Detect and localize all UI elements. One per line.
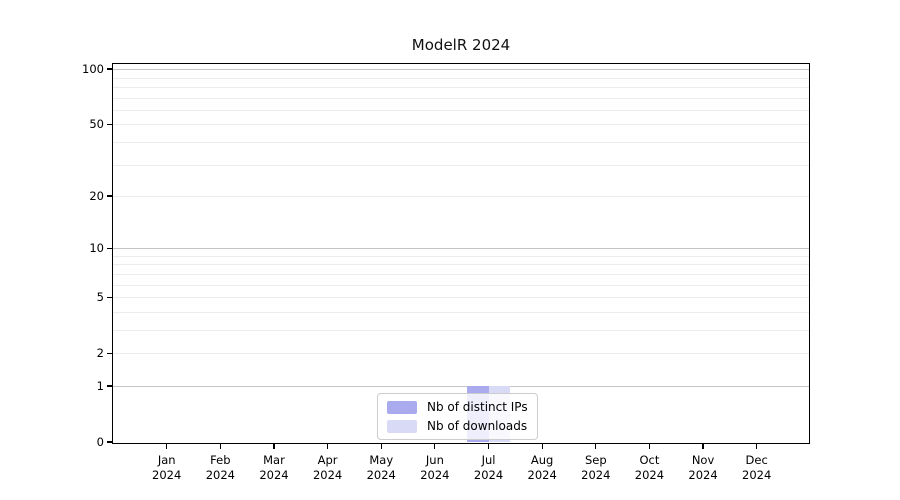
y-tick-label-5: 5 [96,290,104,305]
y-tick-mark-100 [107,68,112,70]
x-tick-label-jan-2024: Jan 2024 [135,453,199,483]
y-tick-label-1: 1 [96,378,104,393]
gridline-y-30 [113,164,809,166]
x-tick-mark-oct-2024 [648,444,650,449]
y-tick-mark-50 [107,123,112,125]
x-tick-month: Sep [584,453,607,467]
y-tick-label-10: 10 [89,241,104,256]
y-tick-label-0: 0 [96,435,104,449]
x-tick-mark-sep-2024 [595,444,597,449]
x-tick-mark-apr-2024 [327,444,329,449]
x-tick-label-oct-2024: Oct 2024 [617,453,681,483]
x-tick-month: Mar [263,453,285,467]
x-tick-year: 2024 [366,468,396,482]
x-tick-month: Oct [639,453,660,467]
x-tick-month: Dec [745,453,768,467]
chart-title: ModelR 2024 [411,36,511,54]
x-tick-mark-jun-2024 [434,444,436,449]
x-tick-label-aug-2024: Aug 2024 [510,453,574,483]
x-tick-mark-feb-2024 [219,444,221,449]
gridline-y-80 [113,86,809,88]
y-tick-mark-0 [107,441,112,443]
legend-label-distinct-ips: Nb of distinct IPs [427,400,528,414]
gridline-y-100 [113,69,809,71]
x-tick-label-jul-2024: Jul 2024 [457,453,521,483]
x-tick-month: Jan [157,453,176,467]
x-tick-month: Aug [530,453,554,467]
x-tick-label-dec-2024: Dec 2024 [725,453,789,483]
x-tick-year: 2024 [259,468,289,482]
y-tick-label-50: 50 [89,117,104,132]
x-tick-label-sep-2024: Sep 2024 [564,453,628,483]
y-tick-label-2: 2 [96,346,104,361]
y-tick-label-20: 20 [89,189,104,203]
legend-swatch-distinct-ips [387,400,417,414]
x-tick-mark-nov-2024 [702,444,704,449]
x-tick-year: 2024 [473,468,504,482]
gridline-y-60 [113,109,809,111]
x-tick-year: 2024 [742,468,772,482]
plot-area: Nb of distinct IPs Nb of downloads [112,63,810,444]
x-tick-label-may-2024: May 2024 [349,453,413,483]
x-tick-month: Nov [691,453,715,467]
x-tick-year: 2024 [312,468,343,482]
gridline-y-50 [113,124,809,126]
x-tick-year: 2024 [688,468,718,482]
gridline-y-6 [113,284,809,286]
x-tick-year: 2024 [420,468,450,482]
x-tick-year: 2024 [581,468,611,482]
x-tick-month: Jul [481,453,496,467]
gridline-y-3 [113,329,809,331]
x-tick-month: Jun [425,453,444,467]
legend-item-distinct-ips: Nb of distinct IPs [387,400,528,414]
gridline-y-40 [113,141,809,143]
y-tick-label-100: 100 [82,62,104,77]
x-tick-month: Feb [210,453,231,467]
gridline-y-2 [113,353,809,355]
gridline-y-7 [113,273,809,275]
gridline-y-70 [113,97,809,99]
gridline-y-4 [113,311,809,313]
y-tick-mark-10 [107,247,112,249]
y-tick-mark-2 [107,352,112,354]
legend: Nb of distinct IPs Nb of downloads [377,393,538,440]
x-tick-label-jun-2024: Jun 2024 [403,453,467,483]
x-tick-year: 2024 [634,468,665,482]
y-tick-mark-20 [107,195,112,197]
legend-swatch-downloads [387,419,417,433]
x-tick-mark-jul-2024 [487,444,490,449]
x-tick-month: Apr [317,453,338,467]
y-tick-mark-5 [107,296,112,298]
x-tick-label-feb-2024: Feb 2024 [188,453,252,483]
x-tick-mark-jan-2024 [166,444,168,449]
x-tick-mark-aug-2024 [541,444,543,449]
gridline-y-8 [113,264,809,266]
legend-item-downloads: Nb of downloads [387,419,528,433]
x-tick-mark-mar-2024 [273,444,275,449]
gridline-y-10 [113,248,809,250]
gridline-y-5 [113,297,809,299]
legend-label-downloads: Nb of downloads [427,419,528,433]
gridline-y-20 [113,196,809,197]
x-tick-year: 2024 [152,468,182,482]
x-tick-label-nov-2024: Nov 2024 [671,453,735,483]
x-tick-month: May [369,453,394,467]
x-tick-year: 2024 [527,468,557,482]
x-tick-mark-dec-2024 [756,444,758,449]
x-tick-year: 2024 [205,468,235,482]
x-tick-mark-may-2024 [380,444,382,449]
y-tick-mark-1 [107,385,112,387]
x-tick-label-apr-2024: Apr 2024 [296,453,360,483]
gridline-y-9 [113,255,809,257]
gridline-y-90 [113,77,809,79]
gridline-y-1 [113,385,809,388]
x-tick-label-mar-2024: Mar 2024 [242,453,306,483]
